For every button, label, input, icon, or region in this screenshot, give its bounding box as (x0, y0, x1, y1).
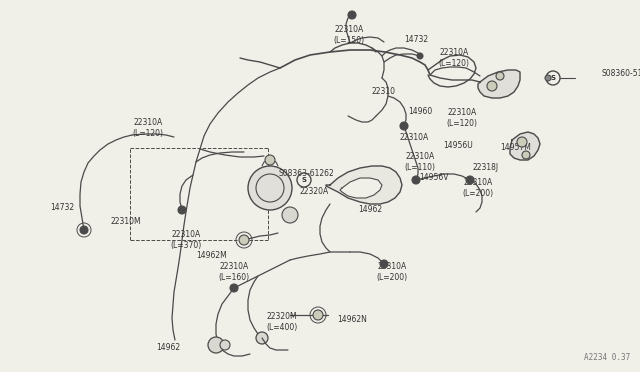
Text: 14960: 14960 (408, 108, 432, 116)
Circle shape (313, 310, 323, 320)
Circle shape (265, 155, 275, 165)
Text: 22310A
(L=120): 22310A (L=120) (132, 118, 163, 138)
Text: 22310A
(L=200): 22310A (L=200) (463, 178, 493, 198)
Circle shape (400, 122, 408, 130)
Polygon shape (340, 178, 382, 198)
Circle shape (208, 337, 224, 353)
Text: 22310A
(L=150): 22310A (L=150) (333, 25, 365, 45)
Text: 22310A
(L=120): 22310A (L=120) (447, 108, 477, 128)
Text: 22320A: 22320A (300, 187, 328, 196)
Text: 14732: 14732 (404, 35, 428, 45)
Text: 14732: 14732 (50, 203, 74, 212)
Text: 22310M: 22310M (111, 218, 141, 227)
Polygon shape (326, 166, 402, 204)
Circle shape (466, 176, 474, 184)
Text: 22318J: 22318J (473, 164, 499, 173)
Text: 22310: 22310 (372, 87, 396, 96)
Circle shape (380, 260, 388, 268)
Circle shape (282, 207, 298, 223)
Circle shape (248, 166, 292, 210)
Circle shape (517, 137, 527, 147)
Text: A2234 0.37: A2234 0.37 (584, 353, 630, 362)
Text: 14962: 14962 (358, 205, 382, 215)
Circle shape (239, 235, 249, 245)
Circle shape (487, 81, 497, 91)
Text: 22310A: 22310A (399, 134, 429, 142)
Circle shape (545, 75, 551, 81)
Text: S08360-51062: S08360-51062 (601, 70, 640, 78)
Text: 22320M
(L=400): 22320M (L=400) (266, 312, 298, 332)
Text: 22310A
(L=200): 22310A (L=200) (376, 262, 408, 282)
Circle shape (178, 206, 186, 214)
Circle shape (230, 284, 238, 292)
Text: 14962M: 14962M (196, 250, 227, 260)
Text: 22310A
(L=120): 22310A (L=120) (438, 48, 470, 68)
Text: 22310A
(L=110): 22310A (L=110) (404, 152, 435, 172)
Circle shape (417, 53, 423, 59)
Text: 14956U: 14956U (443, 141, 473, 151)
Circle shape (256, 332, 268, 344)
Text: S08363-61262: S08363-61262 (278, 170, 334, 179)
Text: 22310A
(L=370): 22310A (L=370) (170, 230, 202, 250)
Text: 14956V: 14956V (419, 173, 449, 183)
Polygon shape (478, 70, 520, 98)
Polygon shape (510, 132, 540, 160)
Circle shape (80, 226, 88, 234)
Circle shape (522, 151, 530, 159)
Text: 14962: 14962 (156, 343, 180, 353)
Circle shape (348, 11, 356, 19)
Circle shape (496, 72, 504, 80)
Text: S: S (301, 177, 307, 183)
Circle shape (220, 340, 230, 350)
Text: 22310A
(L=160): 22310A (L=160) (218, 262, 250, 282)
Circle shape (412, 176, 420, 184)
Text: 14962N: 14962N (337, 315, 367, 324)
Text: S: S (550, 75, 556, 81)
Text: 14957M: 14957M (500, 144, 531, 153)
